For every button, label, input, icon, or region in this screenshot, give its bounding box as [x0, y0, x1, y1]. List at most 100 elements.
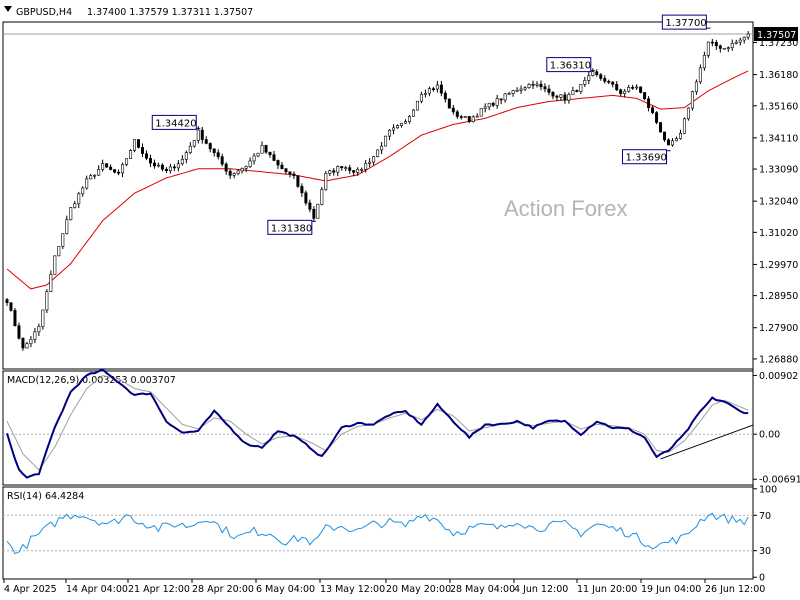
price-bar [579, 84, 583, 94]
price-bar-body [686, 107, 690, 120]
price-bar-body [352, 170, 356, 173]
price-bar-body [292, 173, 296, 177]
price-bar [156, 162, 160, 168]
price-bar-body [85, 178, 89, 189]
price-bar [559, 94, 563, 101]
price-bar [248, 157, 252, 168]
price-bar [663, 131, 667, 142]
price-bar-body [543, 86, 547, 90]
price-bar [400, 122, 404, 128]
price-bar [407, 114, 411, 124]
price-bar [220, 153, 224, 167]
price-bar-body [407, 116, 411, 122]
price-bar [93, 174, 97, 180]
price-bar [667, 138, 671, 146]
price-bar-body [121, 164, 125, 174]
price-bar [65, 215, 69, 235]
price-bar [69, 206, 73, 221]
price-bar-body [631, 87, 635, 89]
price-bar-body [97, 169, 101, 176]
price-axis-tick-label: 1.31020 [759, 228, 798, 239]
price-bar-body [105, 163, 109, 168]
price-bar [710, 38, 714, 47]
price-bar [81, 186, 85, 197]
price-bar-body [427, 88, 431, 94]
price-bar-body [655, 112, 659, 123]
macd-axis-tick-label: 0.00902 [759, 371, 798, 382]
price-bar-body [344, 167, 348, 169]
price-axis-tick-label: 1.32040 [759, 197, 798, 208]
price-bar [17, 322, 21, 340]
rsi-layer [3, 512, 753, 555]
price-bar [591, 68, 595, 77]
price-bar [674, 136, 678, 142]
price-bar [595, 69, 599, 77]
swing-callout: 1.33690 [622, 149, 671, 165]
price-bar [531, 80, 535, 90]
price-bar [396, 124, 400, 129]
price-bar-body [328, 170, 332, 174]
price-bar-body [702, 55, 706, 69]
price-bar-body [25, 343, 29, 349]
price-bar-body [61, 233, 65, 247]
price-bar-body [53, 255, 57, 275]
price-bar-body [29, 338, 33, 344]
current-price-tag: 1.37507 [754, 27, 798, 42]
price-bar [535, 81, 539, 88]
price-bar-body [200, 129, 204, 140]
price-bar [144, 150, 148, 161]
price-bar-body [212, 148, 216, 153]
swing-callout-label: 1.33690 [626, 153, 667, 164]
rsi-axis: 100 70 30 0 [753, 484, 777, 584]
macd-axis-tick-label: -0.006915 [759, 475, 800, 486]
price-bar-body [304, 192, 308, 204]
price-bar-body [714, 42, 718, 47]
price-bar [447, 98, 451, 109]
price-bar [308, 199, 312, 213]
price-bar [388, 129, 392, 141]
price-bar-body [455, 111, 459, 117]
price-bar-body [372, 156, 376, 163]
price-bar-body [77, 193, 81, 205]
price-bar [726, 46, 730, 52]
price-bar-body [603, 78, 607, 82]
time-axis-tick-label: 26 Jun 12:00 [705, 584, 765, 595]
price-bar [547, 84, 551, 96]
price-axis-tick-label: 1.26880 [759, 354, 798, 365]
price-bar [543, 83, 547, 93]
price-bar [619, 88, 623, 97]
price-bar-body [65, 219, 69, 234]
price-bar-body [57, 246, 61, 257]
price-bar-body [639, 86, 643, 93]
price-bar-body [619, 89, 623, 94]
time-axis-tick-label: 28 May 04:00 [450, 584, 515, 595]
price-bar-body [49, 274, 53, 292]
price-bar-body [718, 45, 722, 49]
price-bar-body [137, 139, 141, 148]
swing-callout-box [546, 57, 592, 73]
price-bar [360, 167, 364, 174]
price-bar-body [559, 94, 563, 98]
macd-label: MACD(12,26,9) 0.003253 0.003707 [7, 375, 176, 386]
price-bar-body [284, 168, 288, 173]
price-bar [85, 175, 89, 190]
price-bar-body [503, 93, 507, 101]
price-bar [53, 255, 57, 275]
price-bar-body [109, 166, 113, 170]
ma-layer [6, 70, 749, 290]
price-bar [109, 164, 113, 171]
price-bar-body [172, 166, 176, 169]
price-bar [435, 80, 439, 93]
price-bar [392, 124, 396, 135]
price-bar-body [9, 302, 13, 311]
price-bar [627, 84, 631, 93]
price-bar-body [188, 145, 192, 153]
price-bar-body [423, 92, 427, 95]
price-bar [164, 167, 168, 174]
collapse-triangle-icon[interactable] [4, 6, 12, 12]
price-bar-body [388, 129, 392, 137]
price-bar [368, 158, 372, 168]
rsi-line [6, 512, 749, 555]
swing-callout: 1.34420 [151, 114, 201, 130]
price-bar-body [698, 67, 702, 83]
